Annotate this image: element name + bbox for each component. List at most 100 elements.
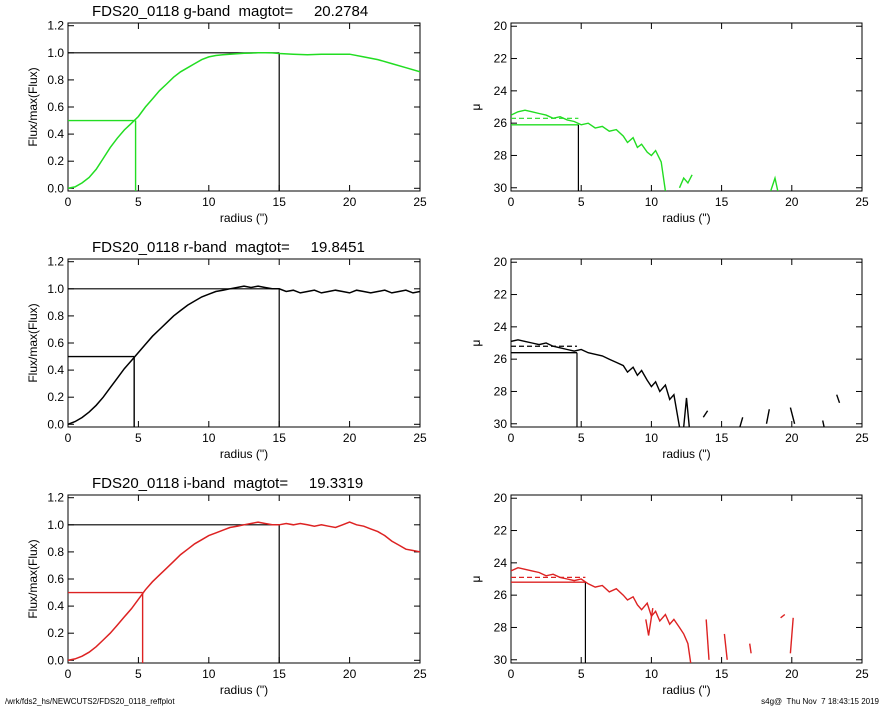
y-tick-label: 22 (494, 524, 508, 538)
sb-profile-segment (705, 619, 710, 660)
y-tick-label: 28 (494, 148, 508, 162)
y-tick-label: 26 (494, 352, 508, 366)
growth-curve (68, 52, 420, 190)
x-tick-label: 5 (578, 195, 585, 209)
plot-frame (67, 494, 421, 664)
y-tick-label: 0.4 (47, 127, 64, 141)
chart-panel-2: 0 5 10 15 20 25 20 22 24 26 28 30 radius (") μ (469, 19, 869, 225)
footer-timestamp: s4g@ Thu Nov 7 18:43:15 2019 (761, 697, 879, 706)
plot-frame (67, 22, 421, 192)
y-tick-label: 28 (494, 620, 508, 634)
sb-profile-segment (645, 607, 654, 636)
y-tick-label: 24 (494, 556, 508, 570)
x-tick-label: 15 (273, 667, 287, 681)
y-tick-label: 0.2 (47, 390, 64, 404)
x-tick-label: 25 (855, 667, 869, 681)
y-tick-label: 1.0 (47, 46, 64, 60)
sb-profile-segment (683, 397, 690, 427)
y-tick-label: 0.6 (47, 100, 64, 114)
y-tick-label: 22 (494, 52, 508, 66)
x-axis-label: radius (") (220, 683, 268, 697)
plot-frame (67, 258, 421, 428)
x-tick-label: 10 (202, 431, 216, 445)
x-tick-label: 10 (645, 667, 659, 681)
chart-panel-3: 0 5 10 15 20 25 0.0 0.2 0.4 0.6 0.8 1.0 1.2 radius ("… (26, 239, 427, 461)
y-tick-label: 0.4 (47, 363, 64, 377)
growth-curve (68, 285, 420, 425)
sb-profile-segment (789, 407, 796, 424)
x-tick-label: 5 (578, 431, 585, 445)
sb-profile-segment (511, 109, 667, 191)
y-tick-label: 30 (494, 653, 508, 667)
x-axis-label: radius (") (662, 683, 710, 697)
y-tick-label: 0.0 (47, 417, 64, 431)
x-tick-label: 15 (273, 431, 287, 445)
sb-profile-segment (780, 613, 786, 619)
x-axis-label: radius (") (220, 211, 268, 225)
chart-panel-5: 0 5 10 15 20 25 0.0 0.2 0.4 0.6 0.8 1.0 1.2 radius ("… (26, 475, 427, 697)
x-tick-label: 25 (413, 667, 427, 681)
y-tick-label: 24 (494, 320, 508, 334)
y-tick-label: 0.0 (47, 181, 64, 195)
sb-profile-segment (678, 174, 693, 189)
x-axis-label: radius (") (662, 447, 710, 461)
y-axis-label: Flux/max(Flux) (26, 303, 40, 382)
x-tick-label: 10 (645, 195, 659, 209)
x-tick-label: 20 (343, 667, 357, 681)
y-tick-label: 30 (494, 417, 508, 431)
x-tick-label: 0 (508, 431, 515, 445)
y-tick-label: 0.2 (47, 154, 64, 168)
y-tick-label: 28 (494, 384, 508, 398)
y-tick-label: 0.6 (47, 336, 64, 350)
y-axis-label: Flux/max(Flux) (26, 539, 40, 618)
y-tick-label: 1.2 (47, 255, 64, 269)
chart-title: FDS20_0118 r-band magtot= 19.8451 (92, 239, 365, 256)
y-tick-label: 0.4 (47, 599, 64, 613)
x-tick-label: 15 (715, 195, 729, 209)
sb-profile-segment (511, 339, 681, 427)
y-tick-label: 20 (494, 491, 508, 505)
sb-profile-segment (765, 409, 770, 424)
plot-frame (510, 258, 863, 428)
x-tick-label: 20 (343, 431, 357, 445)
sb-profile-segment (749, 643, 752, 654)
y-axis-label: Flux/max(Flux) (26, 67, 40, 146)
chart-panel-6: 0 5 10 15 20 25 20 22 24 26 28 30 radius (") μ (469, 491, 869, 697)
x-tick-label: 25 (413, 431, 427, 445)
x-tick-label: 5 (135, 431, 142, 445)
y-tick-label: 26 (494, 116, 508, 130)
y-tick-label: 24 (494, 84, 508, 98)
y-tick-label: 0.0 (47, 653, 64, 667)
y-tick-label: 0.8 (47, 545, 64, 559)
x-tick-label: 0 (65, 431, 72, 445)
sb-profile-segment (789, 617, 794, 654)
chart-title: FDS20_0118 g-band magtot= 20.2784 (92, 3, 368, 20)
x-tick-label: 10 (645, 431, 659, 445)
growth-curve (68, 521, 420, 662)
x-tick-label: 15 (715, 431, 729, 445)
y-tick-label: 0.8 (47, 309, 64, 323)
y-tick-label: 0.2 (47, 626, 64, 640)
x-tick-label: 0 (508, 667, 515, 681)
x-tick-label: 10 (202, 667, 216, 681)
y-axis-label: μ (469, 575, 483, 582)
y-tick-label: 0.6 (47, 572, 64, 586)
y-tick-label: 1.2 (47, 19, 64, 33)
sb-profile-segment (723, 633, 728, 660)
y-tick-label: 20 (494, 19, 508, 33)
y-tick-label: 20 (494, 255, 508, 269)
x-tick-label: 0 (508, 195, 515, 209)
y-tick-label: 30 (494, 181, 508, 195)
x-tick-label: 5 (135, 195, 142, 209)
x-tick-label: 5 (578, 667, 585, 681)
y-tick-label: 26 (494, 588, 508, 602)
sb-profile-segment (836, 394, 841, 404)
x-tick-label: 5 (135, 667, 142, 681)
sb-profile-segment (511, 566, 692, 663)
sb-profile-segment (770, 175, 779, 191)
y-axis-label: μ (469, 339, 483, 346)
x-tick-label: 25 (855, 431, 869, 445)
x-tick-label: 10 (202, 195, 216, 209)
plot-frame (510, 494, 863, 664)
